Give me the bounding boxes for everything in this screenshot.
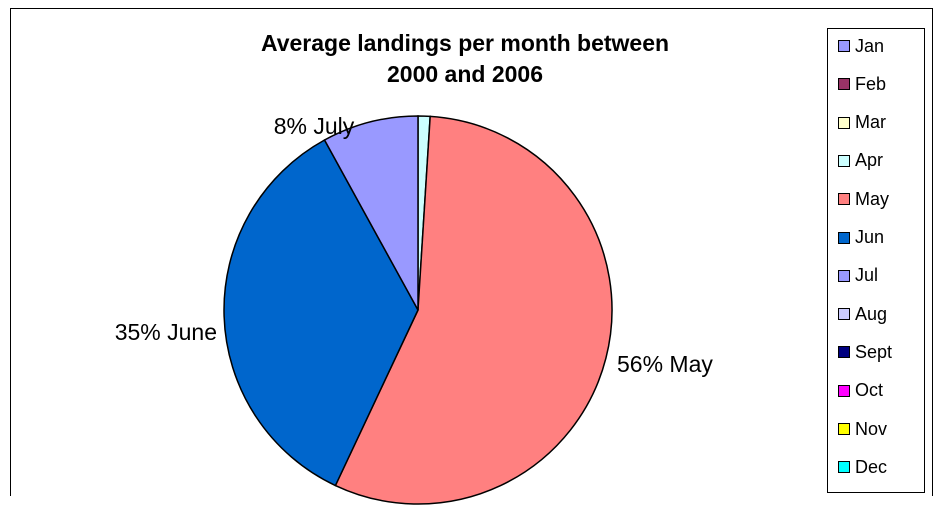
legend-label: Jan [855,35,885,56]
legend-item-aug: Aug [838,302,887,326]
legend-label: Feb [855,73,887,94]
legend-item-jan: Jan [838,34,884,58]
pie-data-labels: 8% July 35% June 56% May [115,113,714,377]
chart-legend: Jan Feb Mar Apr May Jun Jul Aug Sept Oct Nov Dec [827,28,925,493]
legend-item-may: May [838,187,889,211]
legend-label: Sept [855,341,893,362]
chart-title-line-1: Average landings per month between [261,30,669,56]
legend-label: Aug [855,303,888,324]
pie-slice-jul [323,115,419,311]
legend-item-sept: Sept [838,340,892,364]
legend-swatch [838,384,850,397]
legend-item-feb: Feb [838,72,886,96]
legend-item-nov: Nov [838,417,887,441]
legend-item-jun: Jun [838,226,884,250]
chart-frame [10,8,933,496]
pie-slices [223,115,613,505]
legend-swatch [838,461,850,474]
legend-label: Jun [855,227,885,247]
legend-swatch [838,193,850,206]
data-label-jul: 8% July [274,113,355,139]
legend-label: Oct [855,380,884,401]
pie-slice-jun [223,138,419,487]
legend-swatch [838,231,850,244]
legend-swatch [838,346,850,359]
legend-label: Nov [855,418,888,439]
pie-slice-may [334,115,613,505]
legend-swatch [838,423,850,435]
legend-label: Dec [855,456,888,477]
legend-item-mar: Mar [838,111,886,135]
legend-swatch [838,116,850,129]
legend-swatch [838,78,850,91]
data-label-may: 56% May [617,351,713,377]
legend-item-jul: Jul [838,264,878,288]
legend-swatch [838,308,850,321]
legend-label: Mar [855,112,886,133]
data-label-jun: 35% June [115,319,217,345]
chart-title-line-2: 2000 and 2006 [387,61,543,87]
legend-item-dec: Dec [838,455,887,479]
legend-swatch [838,154,850,167]
legend-label: Apr [855,150,884,171]
legend-swatch [838,269,850,282]
legend-swatch [838,40,850,52]
legend-label: Jul [855,265,879,286]
legend-item-apr: Apr [838,149,883,173]
legend-label: May [855,188,890,209]
legend-item-oct: Oct [838,379,883,403]
